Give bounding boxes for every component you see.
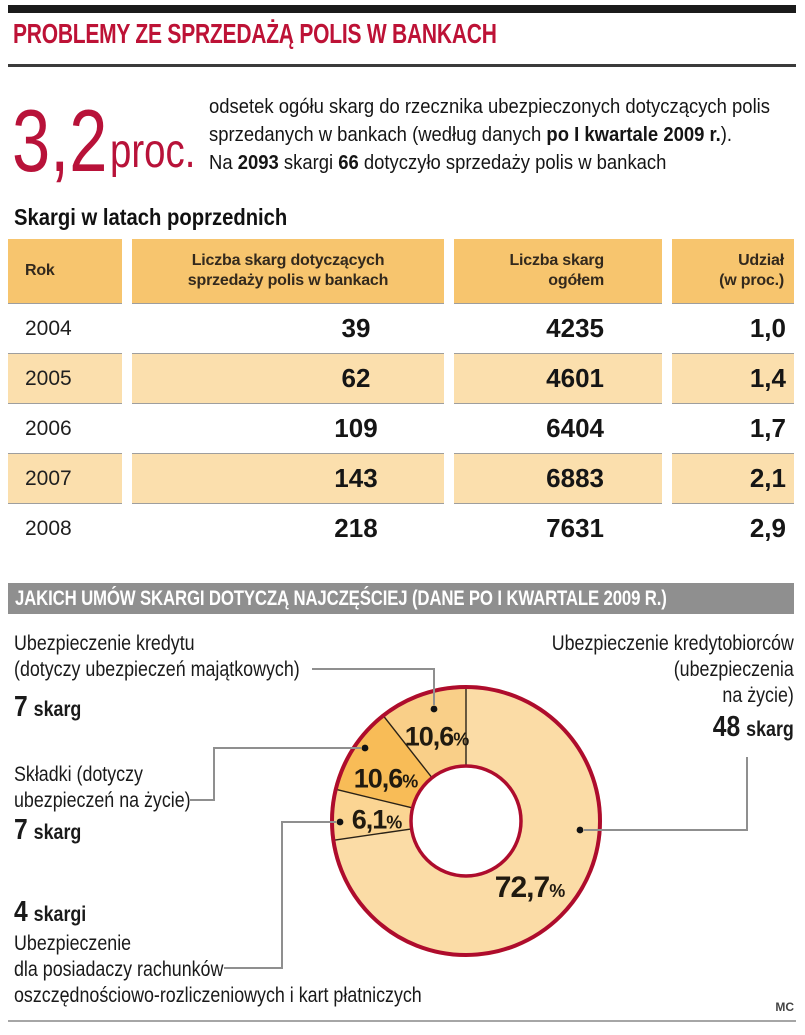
annotation-skladki: Składki (dotyczy ubezpieczeń na życie) 7… — [14, 762, 191, 846]
stat-unit: proc. — [110, 125, 196, 178]
pie-label-value: 72,7 — [494, 871, 550, 904]
table-cell-total: 6883 — [454, 453, 662, 503]
column-header-share: Udział (w proc.) — [672, 239, 794, 303]
annotation-line: (dotyczy ubezpieczeń majątkowych) — [14, 658, 300, 681]
stat-value: 3,2 — [12, 91, 108, 190]
column-header-text: Liczba skarg — [509, 252, 604, 269]
count-unit: skarg — [746, 718, 794, 741]
table-cell-bank: 143 — [132, 453, 444, 503]
percent-sign: % — [549, 881, 566, 901]
table-cell-year: 2007 — [8, 453, 122, 503]
bottom-divider — [8, 1020, 796, 1022]
pie-label-72-7: 72,7% — [495, 871, 565, 905]
annotation-line: Ubezpieczenie — [14, 932, 132, 955]
table-cell-bank: 109 — [132, 403, 444, 453]
stat-description-line: odsetek ogółu skarg do rzecznika ubezpie… — [209, 95, 770, 146]
pie-slice-1 — [330, 788, 413, 841]
stat-description: odsetek ogółu skarg do rzecznika ubezpie… — [209, 93, 770, 177]
page-title: PROBLEMY ZE SPRZEDAŻĄ POLIS W BANKACH — [13, 18, 497, 49]
annotation-line: Ubezpieczenie kredytobiorców — [551, 632, 794, 655]
table-cell-share: 1,4 — [672, 353, 794, 403]
section-header-bar: JAKICH UMÓW SKARGI DOTYCZĄ NAJCZĘŚCIEJ (… — [8, 583, 794, 614]
annotation-count: 48 skarg — [552, 711, 794, 743]
pie-label-10-6-dark: 10,6% — [354, 764, 419, 795]
table-cell-total: 7631 — [454, 503, 662, 553]
table-cell-share: 2,1 — [672, 453, 794, 503]
annotation-count: 4 skargi — [14, 896, 422, 928]
count-number: 4 — [14, 896, 28, 928]
table-cell-year: 2004 — [8, 303, 122, 353]
count-number: 7 — [14, 814, 28, 846]
table-cell-total: 6404 — [454, 403, 662, 453]
table-cell-bank: 218 — [132, 503, 444, 553]
pie-slice-3 — [381, 685, 466, 778]
percent-sign: % — [453, 729, 470, 750]
stat-description-line: Na 2093 skargi 66 dotyczyło sprzedaży po… — [209, 151, 667, 174]
annotation-count: 7 skarg — [14, 691, 300, 723]
slice-boundary — [332, 828, 412, 842]
column-header-text: Rok — [25, 262, 55, 279]
table-cell-year: 2008 — [8, 503, 122, 553]
annotation-line: Składki (dotyczy — [14, 763, 143, 786]
table-cell-year: 2005 — [8, 353, 122, 403]
column-header-bank-complaints: Liczba skarg dotyczących sprzedaży polis… — [132, 239, 444, 303]
annotation-kredytu: Ubezpieczenie kredytu (dotyczy ubezpiecz… — [14, 631, 300, 723]
annotation-line: (ubezpieczenia — [673, 658, 794, 681]
table-title: Skargi w latach poprzednich — [14, 204, 288, 230]
table-cell-share: 1,0 — [672, 303, 794, 353]
annotation-line: dla posiadaczy rachunków — [14, 958, 224, 981]
annotation-count: 7 skarg — [14, 814, 191, 846]
count-unit: skarg — [33, 821, 82, 844]
table-cell-total: 4601 — [454, 353, 662, 403]
percent-sign: % — [386, 812, 403, 833]
title-divider — [8, 64, 796, 67]
count-unit: skarg — [33, 698, 82, 721]
table-cell-share: 1,7 — [672, 403, 794, 453]
column-header-text: ogółem — [548, 272, 604, 289]
annotation-line: oszczędnościowo-rozliczeniowych i kart p… — [14, 984, 422, 1007]
section-header-title: JAKICH UMÓW SKARGI DOTYCZĄ NAJCZĘŚCIEJ (… — [15, 586, 667, 610]
column-header-text: Liczba skarg dotyczących — [191, 252, 385, 269]
column-header-text: (w proc.) — [719, 272, 784, 289]
pie-label-value: 10,6 — [353, 763, 404, 794]
donut-hole — [409, 764, 523, 878]
pie-label-value: 6,1 — [351, 804, 388, 835]
column-header-text: sprzedaży polis w bankach — [187, 272, 389, 289]
table-cell-share: 2,9 — [672, 503, 794, 553]
count-number: 48 — [712, 711, 741, 743]
pie-slice-0 — [331, 685, 602, 957]
donut-chart — [330, 685, 602, 957]
annotation-line: na życie) — [722, 684, 794, 707]
annotation-kredytobiorcow: Ubezpieczenie kredytobiorców (ubezpiecze… — [552, 631, 794, 743]
slice-boundary — [382, 714, 433, 779]
column-header-total-complaints: Liczba skarg ogółem — [454, 239, 662, 303]
top-black-bar — [8, 5, 796, 13]
pie-label-6-1: 6,1% — [352, 805, 403, 836]
annotation-line: ubezpieczeń na życie) — [14, 789, 191, 812]
column-header-text: Udział — [738, 252, 784, 269]
annotation-ror: 4 skargi Ubezpieczenie dla posiadaczy rac… — [14, 896, 422, 1009]
table-cell-year: 2006 — [8, 403, 122, 453]
complaints-table: Rok Liczba skarg dotyczących sprzedaży p… — [8, 239, 794, 553]
table-cell-total: 4235 — [454, 303, 662, 353]
column-header-rok: Rok — [8, 239, 122, 303]
annotation-line: Ubezpieczenie kredytu — [14, 632, 195, 655]
table-cell-bank: 39 — [132, 303, 444, 353]
count-unit: skargi — [33, 903, 87, 926]
pie-label-10-6-light: 10,6% — [405, 722, 470, 753]
count-number: 7 — [14, 691, 28, 723]
credit: MC — [775, 1000, 794, 1014]
pie-label-value: 10,6 — [404, 721, 455, 752]
percent-sign: % — [402, 771, 419, 792]
table-cell-bank: 62 — [132, 353, 444, 403]
